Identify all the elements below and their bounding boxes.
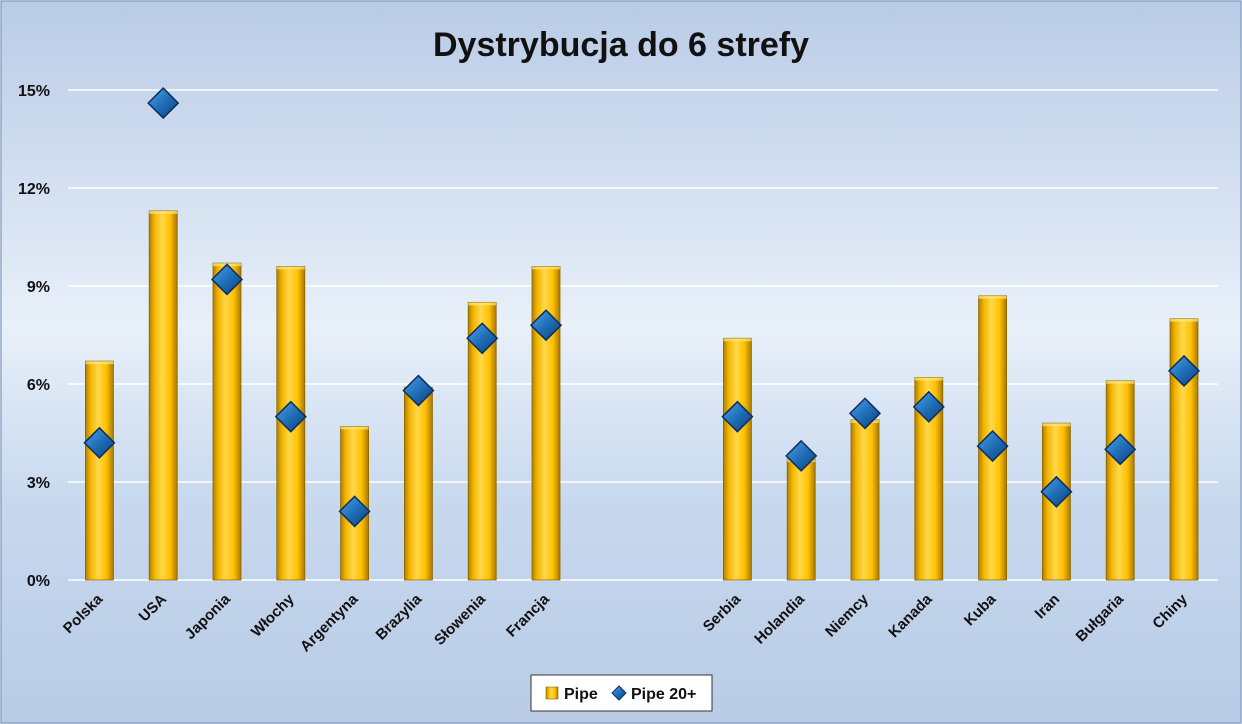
marker-pipe-20plus [210, 263, 244, 296]
marker-pipe-20plus [83, 426, 116, 459]
series-pipe-20plus [83, 87, 1201, 528]
marker-pipe-20plus [1104, 433, 1137, 466]
y-tick-label: 15% [18, 83, 50, 100]
marker-pipe-20plus [976, 430, 1009, 463]
bar-pipe [212, 262, 242, 581]
marker-pipe-20plus [529, 309, 563, 342]
bar-pipe-top [723, 338, 752, 342]
marker-pipe-20plus [912, 390, 945, 423]
marker-pipe-20plus [1040, 475, 1073, 508]
bar-pipe [148, 210, 178, 581]
y-tick-label: 9% [27, 279, 50, 296]
bar-pipe-top [978, 295, 1007, 299]
bar-pipe [85, 360, 114, 581]
chart-title: Dystrybucja do 6 strefy [433, 26, 809, 64]
marker-pipe-20plus [338, 495, 371, 528]
bar-pipe-top [85, 361, 114, 365]
bar-pipe [403, 386, 433, 581]
y-tick-label: 12% [18, 181, 50, 198]
marker-pipe-20plus [402, 374, 435, 407]
bar-pipe [850, 419, 880, 581]
bar-pipe-top [1106, 380, 1135, 384]
legend-swatch-pipe [545, 686, 559, 700]
gridlines [68, 89, 1218, 581]
bar-pipe [1105, 380, 1135, 581]
marker-pipe-20plus [785, 439, 818, 472]
bar-pipe-top [532, 266, 560, 270]
marker-pipe-20plus [721, 400, 754, 433]
legend: Pipe Pipe 20+ [530, 674, 713, 712]
y-tick-label: 6% [27, 377, 50, 394]
bar-pipe [786, 458, 816, 581]
marker-pipe-20plus [466, 322, 499, 355]
marker-pipe-20plus [848, 397, 882, 430]
marker-pipe-20plus [274, 400, 307, 433]
legend-swatch-pipe-20plus [611, 685, 627, 701]
bar-pipe-top [914, 377, 943, 381]
marker-pipe-20plus [1167, 354, 1201, 387]
legend-label-pipe: Pipe [564, 686, 598, 703]
legend-label-pipe-20plus: Pipe 20+ [631, 686, 696, 703]
bar-pipe [723, 337, 752, 581]
bar-pipe-top [1170, 318, 1198, 322]
bar-pipe-top [468, 302, 497, 306]
marker-pipe-20plus [147, 87, 180, 120]
y-axis-ticks: 0% 3% 6% 9% 12% 15% [18, 83, 50, 590]
bar-pipe-top [276, 266, 305, 270]
bar-pipe-top [340, 426, 369, 430]
y-tick-label: 3% [27, 475, 50, 492]
bar-pipe-top [1042, 423, 1071, 427]
y-tick-label: 0% [27, 573, 50, 590]
bar-pipe-top [149, 210, 178, 214]
legend-box [530, 674, 713, 712]
